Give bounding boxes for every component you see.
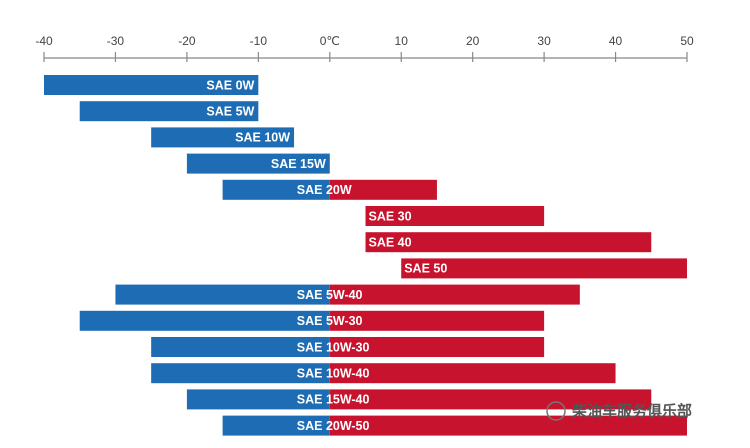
bar-label: SAE 50 [404,262,447,276]
bar-label: SAE 5W-30 [297,314,363,328]
x-tick-label: -40 [35,34,53,48]
bar-above-zero [329,284,580,305]
bar-below-zero [151,363,330,384]
x-tick-label: 50 [680,34,694,48]
watermark: 柴油车服务俱乐部 [546,401,692,421]
bar-label: SAE 15W-40 [297,393,370,407]
bar-above-zero [365,206,545,226]
x-tick-label: -30 [107,34,125,48]
bar-below-zero [79,310,330,331]
x-tick-label: -20 [178,34,196,48]
bar-above-zero [329,363,616,384]
bar-above-zero [365,232,652,253]
bar-label: SAE 40 [369,235,412,249]
bar-below-zero [44,75,259,95]
x-tick-label: -10 [250,34,268,48]
bar-label: SAE 5W-40 [297,288,363,302]
bar-label: SAE 10W [235,131,290,145]
bar-below-zero [115,284,330,305]
bar-below-zero [222,415,330,436]
bar-above-zero [329,337,545,357]
bar-label: SAE 20W [297,183,352,197]
x-tick-label: 20 [466,34,480,48]
x-tick-label: 10 [395,34,409,48]
bar-below-zero [222,179,330,200]
x-tick-label: 40 [609,34,623,48]
bar-below-zero [186,153,330,174]
bar-above-zero [329,310,545,331]
bar-label: SAE 5W [206,104,254,118]
bar-below-zero [186,389,330,410]
bar-above-zero [329,179,437,200]
bar-label: SAE 30 [369,209,412,223]
watermark-icon [546,401,566,421]
x-tick-label: 30 [537,34,551,48]
watermark-text: 柴油车服务俱乐部 [571,402,692,420]
bar-label: SAE 20W-50 [297,419,370,433]
bar-label: SAE 15W [271,157,326,171]
x-tick-label: 0℃ [320,34,340,48]
bar-label: SAE 10W-40 [297,366,370,380]
bar-label: SAE 10W-30 [297,340,370,354]
bar-above-zero [329,415,687,436]
bar-below-zero [79,101,259,122]
bar-label: SAE 0W [206,78,254,92]
bar-above-zero [329,389,652,410]
bar-below-zero [151,127,295,148]
bar-above-zero [401,258,687,279]
bar-below-zero [151,337,330,357]
